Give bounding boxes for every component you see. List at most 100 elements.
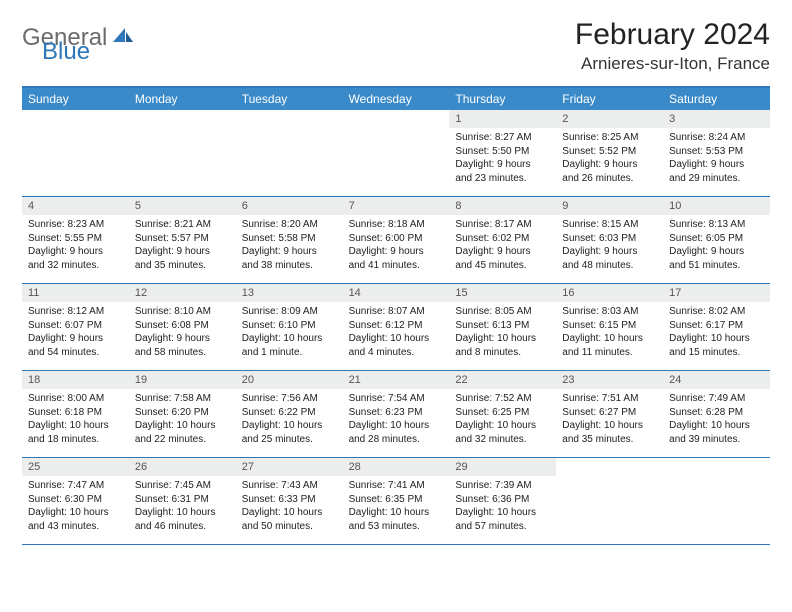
detail-line: and 11 minutes.	[562, 346, 657, 360]
day-details: Sunrise: 7:49 AMSunset: 6:28 PMDaylight:…	[663, 389, 770, 452]
detail-line: Sunset: 6:17 PM	[669, 319, 764, 333]
detail-line: Sunrise: 7:56 AM	[242, 392, 337, 406]
weekday-header: SundayMondayTuesdayWednesdayThursdayFrid…	[22, 88, 770, 110]
calendar-cell: 23Sunrise: 7:51 AMSunset: 6:27 PMDayligh…	[556, 371, 663, 457]
detail-line: and 46 minutes.	[135, 520, 230, 534]
day-number: 18	[22, 371, 129, 389]
detail-line: Sunset: 5:55 PM	[28, 232, 123, 246]
title-block: February 2024 Arnieres-sur-Iton, France	[575, 18, 770, 74]
detail-line: Sunset: 6:33 PM	[242, 493, 337, 507]
calendar-cell: 21Sunrise: 7:54 AMSunset: 6:23 PMDayligh…	[343, 371, 450, 457]
calendar-cell: 29Sunrise: 7:39 AMSunset: 6:36 PMDayligh…	[449, 458, 556, 544]
calendar-week: 1Sunrise: 8:27 AMSunset: 5:50 PMDaylight…	[22, 110, 770, 197]
calendar-cell: 1Sunrise: 8:27 AMSunset: 5:50 PMDaylight…	[449, 110, 556, 196]
detail-line: Sunrise: 7:52 AM	[455, 392, 550, 406]
day-number: 29	[449, 458, 556, 476]
detail-line: and 23 minutes.	[455, 172, 550, 186]
detail-line: Daylight: 9 hours	[562, 245, 657, 259]
detail-line: Sunset: 6:02 PM	[455, 232, 550, 246]
calendar-cell: 22Sunrise: 7:52 AMSunset: 6:25 PMDayligh…	[449, 371, 556, 457]
day-number: 23	[556, 371, 663, 389]
detail-line: Sunset: 6:28 PM	[669, 406, 764, 420]
detail-line: Sunrise: 7:45 AM	[135, 479, 230, 493]
calendar-cell	[22, 110, 129, 196]
day-details: Sunrise: 8:24 AMSunset: 5:53 PMDaylight:…	[663, 128, 770, 191]
day-details: Sunrise: 7:45 AMSunset: 6:31 PMDaylight:…	[129, 476, 236, 539]
day-number: 10	[663, 197, 770, 215]
detail-line: Sunset: 6:30 PM	[28, 493, 123, 507]
calendar-cell: 10Sunrise: 8:13 AMSunset: 6:05 PMDayligh…	[663, 197, 770, 283]
detail-line: Sunrise: 8:12 AM	[28, 305, 123, 319]
detail-line: Daylight: 10 hours	[242, 419, 337, 433]
detail-line: Sunset: 6:08 PM	[135, 319, 230, 333]
detail-line: Daylight: 9 hours	[242, 245, 337, 259]
detail-line: Sunset: 6:00 PM	[349, 232, 444, 246]
calendar-cell	[663, 458, 770, 544]
day-details: Sunrise: 8:20 AMSunset: 5:58 PMDaylight:…	[236, 215, 343, 278]
detail-line: Daylight: 9 hours	[349, 245, 444, 259]
detail-line: Daylight: 10 hours	[28, 419, 123, 433]
calendar-page: General February 2024 Arnieres-sur-Iton,…	[0, 0, 792, 563]
weekday-label: Saturday	[663, 88, 770, 110]
detail-line: Daylight: 10 hours	[349, 419, 444, 433]
detail-line: Sunrise: 8:00 AM	[28, 392, 123, 406]
day-details: Sunrise: 8:03 AMSunset: 6:15 PMDaylight:…	[556, 302, 663, 365]
weekday-label: Wednesday	[343, 88, 450, 110]
day-number: 3	[663, 110, 770, 128]
detail-line: and 50 minutes.	[242, 520, 337, 534]
weekday-label: Friday	[556, 88, 663, 110]
detail-line: and 32 minutes.	[455, 433, 550, 447]
detail-line: Sunrise: 8:20 AM	[242, 218, 337, 232]
day-details: Sunrise: 8:23 AMSunset: 5:55 PMDaylight:…	[22, 215, 129, 278]
calendar-cell: 15Sunrise: 8:05 AMSunset: 6:13 PMDayligh…	[449, 284, 556, 370]
detail-line: Sunset: 6:12 PM	[349, 319, 444, 333]
detail-line: and 43 minutes.	[28, 520, 123, 534]
day-details: Sunrise: 8:02 AMSunset: 6:17 PMDaylight:…	[663, 302, 770, 365]
detail-line: and 8 minutes.	[455, 346, 550, 360]
location-label: Arnieres-sur-Iton, France	[575, 54, 770, 74]
day-details: Sunrise: 7:47 AMSunset: 6:30 PMDaylight:…	[22, 476, 129, 539]
day-number: 14	[343, 284, 450, 302]
detail-line: Sunrise: 7:41 AM	[349, 479, 444, 493]
detail-line: and 28 minutes.	[349, 433, 444, 447]
calendar-cell: 7Sunrise: 8:18 AMSunset: 6:00 PMDaylight…	[343, 197, 450, 283]
detail-line: Sunrise: 7:54 AM	[349, 392, 444, 406]
detail-line: Sunrise: 8:10 AM	[135, 305, 230, 319]
detail-line: Daylight: 9 hours	[455, 245, 550, 259]
weekday-label: Sunday	[22, 88, 129, 110]
day-details: Sunrise: 7:52 AMSunset: 6:25 PMDaylight:…	[449, 389, 556, 452]
calendar-cell: 11Sunrise: 8:12 AMSunset: 6:07 PMDayligh…	[22, 284, 129, 370]
detail-line: Sunrise: 8:23 AM	[28, 218, 123, 232]
day-details: Sunrise: 7:43 AMSunset: 6:33 PMDaylight:…	[236, 476, 343, 539]
detail-line: Daylight: 10 hours	[242, 506, 337, 520]
day-number: 7	[343, 197, 450, 215]
logo-text-blue: Blue	[42, 38, 90, 66]
detail-line: Daylight: 9 hours	[28, 245, 123, 259]
detail-line: and 22 minutes.	[135, 433, 230, 447]
day-details: Sunrise: 8:09 AMSunset: 6:10 PMDaylight:…	[236, 302, 343, 365]
calendar-cell: 13Sunrise: 8:09 AMSunset: 6:10 PMDayligh…	[236, 284, 343, 370]
detail-line: and 53 minutes.	[349, 520, 444, 534]
detail-line: Sunset: 5:58 PM	[242, 232, 337, 246]
day-number: 28	[343, 458, 450, 476]
detail-line: Sunrise: 8:07 AM	[349, 305, 444, 319]
detail-line: Daylight: 9 hours	[135, 245, 230, 259]
day-number: 25	[22, 458, 129, 476]
detail-line: Daylight: 10 hours	[135, 419, 230, 433]
detail-line: Daylight: 10 hours	[455, 506, 550, 520]
calendar-cell: 27Sunrise: 7:43 AMSunset: 6:33 PMDayligh…	[236, 458, 343, 544]
calendar-cell: 20Sunrise: 7:56 AMSunset: 6:22 PMDayligh…	[236, 371, 343, 457]
day-details: Sunrise: 8:15 AMSunset: 6:03 PMDaylight:…	[556, 215, 663, 278]
day-details: Sunrise: 8:13 AMSunset: 6:05 PMDaylight:…	[663, 215, 770, 278]
detail-line: Sunrise: 8:05 AM	[455, 305, 550, 319]
day-details: Sunrise: 8:07 AMSunset: 6:12 PMDaylight:…	[343, 302, 450, 365]
day-number: 11	[22, 284, 129, 302]
detail-line: and 58 minutes.	[135, 346, 230, 360]
detail-line: and 38 minutes.	[242, 259, 337, 273]
detail-line: Sunrise: 7:43 AM	[242, 479, 337, 493]
detail-line: Daylight: 10 hours	[455, 419, 550, 433]
detail-line: Daylight: 9 hours	[669, 158, 764, 172]
detail-line: Sunset: 6:25 PM	[455, 406, 550, 420]
detail-line: and 41 minutes.	[349, 259, 444, 273]
detail-line: Daylight: 9 hours	[669, 245, 764, 259]
